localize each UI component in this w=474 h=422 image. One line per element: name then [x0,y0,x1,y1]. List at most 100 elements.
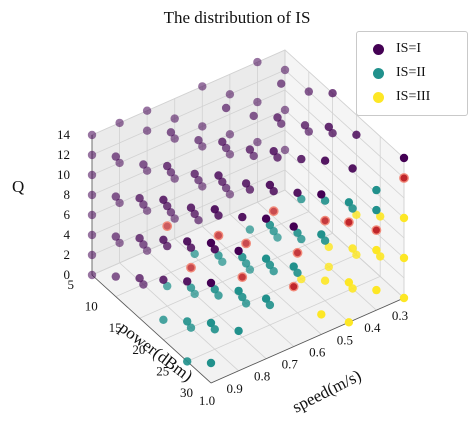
z-tick-label: 8 [64,187,71,202]
data-point [328,89,337,98]
data-point [186,283,196,292]
data-point [261,214,271,223]
data-point [190,249,199,259]
data-point [139,160,148,169]
data-point [297,194,306,204]
data-point [245,145,255,154]
data-point [87,150,97,160]
data-point [218,257,227,266]
data-point [268,206,279,217]
data-points [87,57,409,368]
data-point [166,128,176,137]
data-point [293,268,302,277]
z-tick-label: 6 [64,207,71,222]
z-tick-label: 14 [57,127,71,142]
y-tick-label: 5 [68,277,75,292]
data-point [87,230,97,240]
grid-line [115,211,309,297]
y-tick-label: 15 [109,320,122,335]
x-tick-label: 0.5 [337,332,353,347]
data-point [87,250,97,260]
data-point [249,111,258,121]
data-point [163,281,172,291]
data-point [372,205,381,215]
data-point [273,153,282,162]
data-point [186,243,196,252]
data-point [261,254,271,263]
data-point [206,278,216,288]
data-point [317,310,326,319]
data-point [265,180,275,190]
data-point [115,198,124,208]
data-point [320,215,330,226]
legend-label-is-ii: IS=II [396,65,426,80]
data-point [183,317,192,326]
data-point [372,285,381,295]
z-tick-label: 10 [57,167,70,182]
tick-labels: 0 2 4 6 8 10 12 14 5 10 15 20 25 30 0.3 0.4 0.5 0.6 0.7 0.8… [57,127,408,408]
data-point [304,87,313,96]
data-point [297,234,306,244]
data-point [265,300,275,310]
data-point [111,192,121,201]
legend-label-is-iii: IS=III [396,89,431,104]
data-point [186,323,196,332]
data-point [280,65,290,75]
data-point [213,230,224,241]
data-point [289,222,298,231]
data-point [166,208,176,217]
data-point [206,238,216,248]
grid-line [146,250,267,360]
data-point [87,270,97,280]
power-axis-line [91,274,212,384]
data-point [399,153,409,163]
data-point [238,292,247,302]
chart-title: The distribution of IS [163,8,311,27]
data-point [376,252,385,261]
data-point [352,250,361,259]
grid-line [139,232,333,319]
data-point [198,182,207,191]
data-point [142,126,152,135]
data-point [210,285,219,294]
data-point [139,280,148,289]
data-point [241,259,251,268]
data-point [218,137,227,146]
data-point [162,221,173,232]
grid-line [284,129,405,239]
data-point [376,212,385,221]
z-tick-label: 0 [64,267,71,282]
data-point [214,211,223,220]
data-point [352,210,361,219]
data-point [190,289,199,299]
data-point [186,203,196,212]
x-tick-label: 0.4 [364,320,381,335]
data-point [317,230,326,239]
data-point [249,151,258,161]
data-point [293,228,302,237]
data-point [159,315,168,324]
data-point [344,278,354,287]
y-tick-label: 30 [180,385,193,400]
data-point [87,170,97,180]
x-axis-label: speed(m/s) [289,366,364,417]
legend-swatch-is-iii [373,91,384,103]
data-point [214,171,223,180]
data-point [245,225,255,234]
grid-line [284,69,405,179]
data-point [87,190,97,200]
data-point [293,188,302,197]
data-point [111,272,121,281]
data-point [261,294,271,303]
data-point [241,299,251,308]
data-point [139,240,148,249]
data-point [194,216,203,225]
grid-line [91,169,286,256]
legend-item-is-iii: IS=III [373,87,430,107]
data-point [234,246,243,256]
grid-line [284,89,405,199]
z-tick-label: 2 [64,247,71,262]
data-point [183,277,192,286]
data-point [273,233,282,242]
data-point [399,173,409,183]
